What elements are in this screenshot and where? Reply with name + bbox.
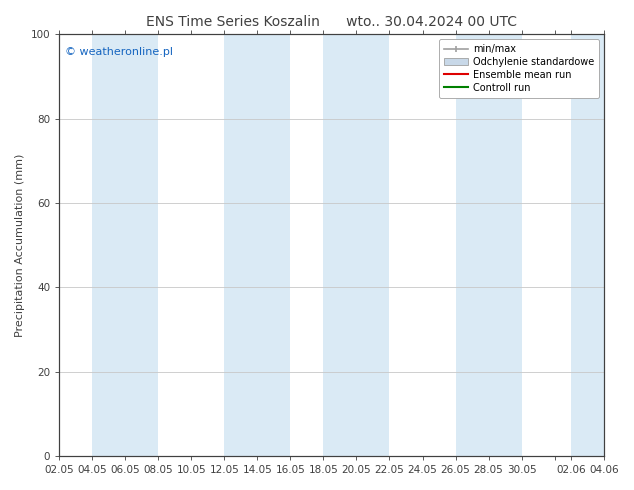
Y-axis label: Precipitation Accumulation (mm): Precipitation Accumulation (mm)	[15, 153, 25, 337]
Bar	[92, 34, 158, 456]
Bar	[224, 34, 290, 456]
Bar	[456, 34, 522, 456]
Legend: min/max, Odchylenie standardowe, Ensemble mean run, Controll run: min/max, Odchylenie standardowe, Ensembl…	[439, 39, 599, 98]
Title: ENS Time Series Koszalin      wto.. 30.04.2024 00 UTC: ENS Time Series Koszalin wto.. 30.04.202…	[146, 15, 517, 29]
Bar	[323, 34, 389, 456]
Text: © weatheronline.pl: © weatheronline.pl	[65, 47, 172, 57]
Bar	[571, 34, 621, 456]
